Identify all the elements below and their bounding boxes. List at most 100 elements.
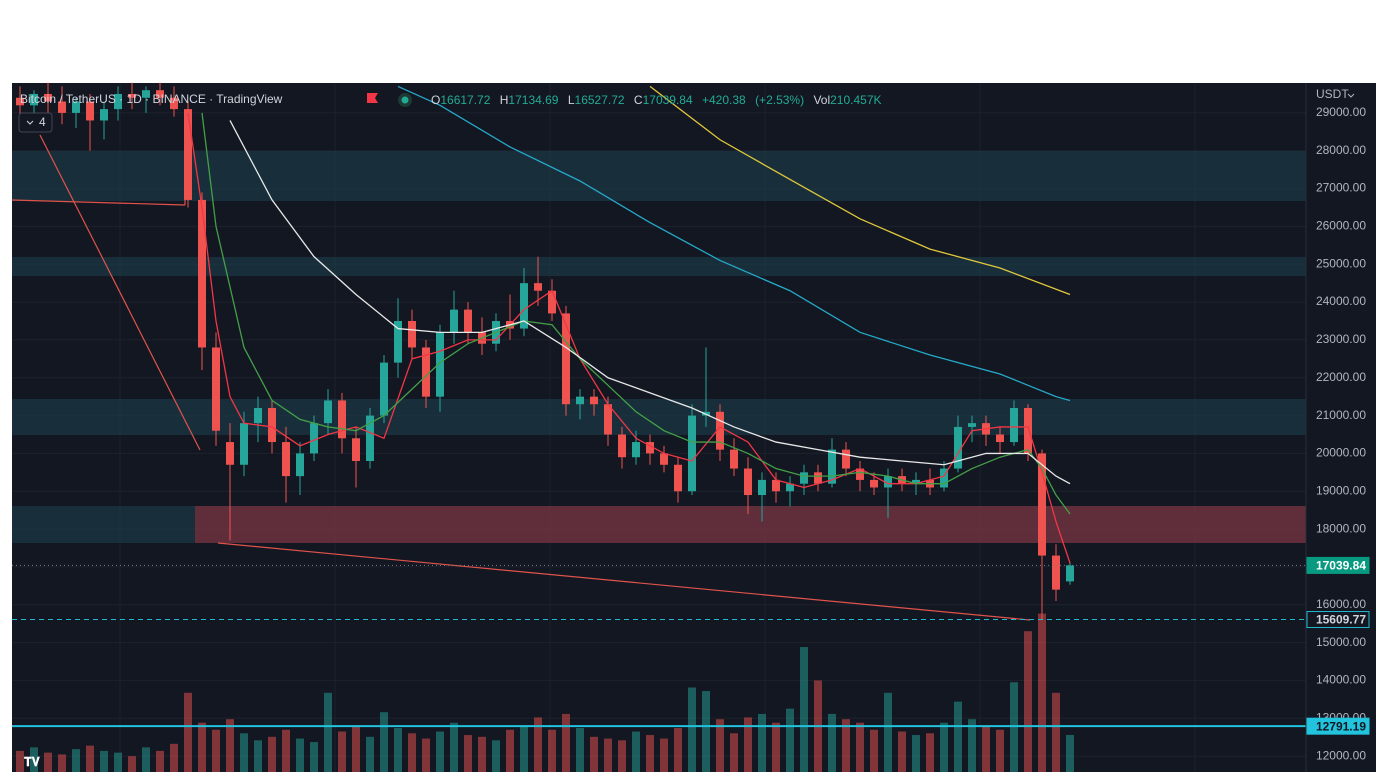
candle-body <box>1052 555 1060 590</box>
candle-body <box>100 109 108 121</box>
candle-body <box>296 453 304 477</box>
zone <box>12 399 1306 435</box>
candle-body <box>380 362 388 416</box>
candle-body <box>1024 408 1032 454</box>
y-tick-label: 18000.00 <box>1316 521 1366 535</box>
volume <box>16 613 1074 772</box>
y-tick-label: 29000.00 <box>1316 105 1366 119</box>
volume-bar <box>422 738 430 772</box>
candle-body <box>198 199 206 348</box>
ohlc-label: O <box>431 93 440 107</box>
moving-average <box>201 112 1071 515</box>
candle-body <box>366 415 374 461</box>
currency: USDT <box>1316 87 1349 101</box>
price-label-box <box>1306 717 1370 735</box>
volume-bar <box>926 733 934 772</box>
moving-average <box>397 85 1071 402</box>
candle-body <box>184 109 192 200</box>
volume-bar <box>772 722 780 772</box>
candle-body <box>156 90 164 98</box>
price-label: 17039.84 <box>1316 559 1366 573</box>
candle-body <box>324 400 332 424</box>
price-label-box <box>1306 611 1370 629</box>
y-tick-label: 14000.00 <box>1316 673 1366 687</box>
candle-body <box>996 434 1004 443</box>
y-tick-label: 26000.00 <box>1316 219 1366 233</box>
candle-body <box>16 97 24 106</box>
volume-bar <box>870 729 878 772</box>
ohlc-label: C <box>634 93 643 107</box>
moving-average <box>649 85 1071 296</box>
y-tick-label: 24000.00 <box>1316 294 1366 308</box>
volume-bar <box>170 743 178 772</box>
candle-body <box>632 442 640 458</box>
candle-body <box>338 400 346 439</box>
volume-bar <box>646 735 654 772</box>
y-tick-label: 12000.00 <box>1316 748 1366 762</box>
volume-bar <box>72 749 80 772</box>
candle-body <box>604 404 612 435</box>
volume-bar <box>408 733 416 772</box>
candle-body <box>212 347 220 431</box>
candle-body <box>464 309 472 333</box>
candle-body <box>968 423 976 427</box>
volume-bar <box>954 701 962 772</box>
ohlc: O16617.72 H17134.69 L16527.72 C17039.84 … <box>431 93 882 107</box>
candle-body <box>30 93 38 106</box>
volume-bar <box>842 719 850 772</box>
volume-bar <box>464 735 472 772</box>
candle-body <box>828 449 836 484</box>
candle-body <box>590 396 598 405</box>
zone <box>12 257 1306 276</box>
y-tick-label: 22000.00 <box>1316 370 1366 384</box>
candle-body <box>520 283 528 329</box>
candle-body <box>1010 408 1018 443</box>
volume-bar <box>100 750 108 772</box>
volume-bar <box>30 747 38 772</box>
volume-bar <box>856 722 864 772</box>
price-label-box <box>1306 556 1370 574</box>
candle-body <box>884 476 892 488</box>
price-line-labels: 17039.84 15609.77 12791.19 <box>1306 556 1370 735</box>
volume-bar <box>884 692 892 772</box>
candle-body <box>282 442 290 477</box>
candle-body <box>800 472 808 484</box>
trend-line <box>39 134 201 451</box>
volume-bar <box>996 729 1004 772</box>
volume-bar <box>520 726 528 772</box>
candle-body <box>730 449 738 469</box>
candle-body <box>814 472 822 484</box>
volume-bar <box>786 708 794 772</box>
volume-bar <box>548 729 556 772</box>
candle-body <box>772 479 780 492</box>
candle-body <box>674 464 682 492</box>
volume-bar <box>898 731 906 772</box>
candle-body <box>226 442 234 465</box>
volume-bar <box>380 712 388 772</box>
moving-average <box>229 120 1071 485</box>
candle-body <box>1066 565 1074 582</box>
volume-bar <box>226 719 234 772</box>
candle-body <box>436 332 444 397</box>
candle-body <box>548 290 556 314</box>
candle-body <box>394 320 402 363</box>
candle-body <box>646 442 654 454</box>
volume-bar <box>912 735 920 772</box>
candle-body <box>170 97 178 110</box>
volume-bar <box>352 726 360 772</box>
volume-bar <box>86 745 94 772</box>
candle-body <box>870 479 878 488</box>
candle-body <box>240 423 248 465</box>
indicator-toggle[interactable] <box>18 112 53 133</box>
y-tick-label: 23000.00 <box>1316 332 1366 346</box>
volume-bar <box>968 719 976 772</box>
candle-body <box>268 408 276 443</box>
moving-average <box>187 112 1071 564</box>
volume-bar <box>660 738 668 772</box>
volume-bar <box>576 728 584 772</box>
volume-bar <box>324 692 332 772</box>
y-tick-label: 20000.00 <box>1316 446 1366 460</box>
candle-body <box>954 426 962 469</box>
